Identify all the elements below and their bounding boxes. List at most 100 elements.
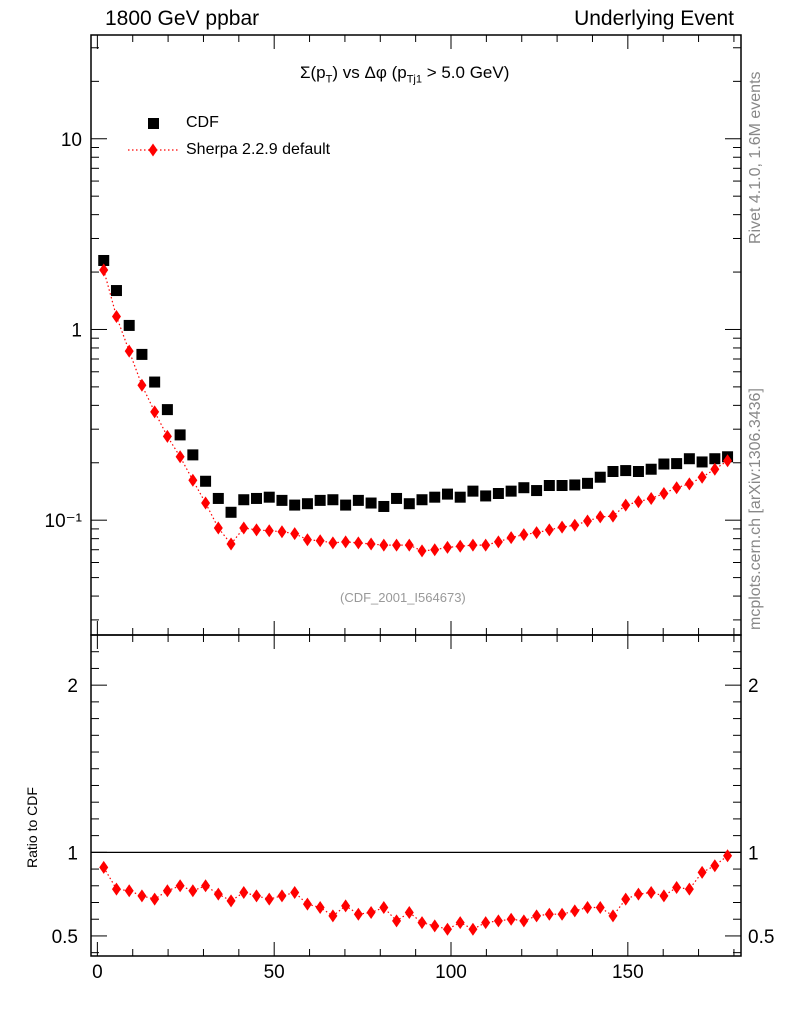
cdf-data-point — [518, 482, 530, 494]
sherpa-data-point — [162, 429, 172, 443]
ratio-data-point — [684, 882, 694, 896]
cdf-data-point — [480, 490, 492, 502]
cdf-data-point — [365, 497, 377, 509]
sherpa-data-point — [188, 473, 198, 487]
sherpa-data-point — [302, 533, 312, 547]
ratio-data-point — [111, 882, 121, 896]
cdf-data-point — [378, 500, 390, 512]
sherpa-data-point — [213, 521, 223, 535]
cdf-data-point — [594, 471, 606, 483]
ratio-data-point — [493, 914, 503, 928]
ratio-plot-frame — [90, 634, 742, 957]
sherpa-data-point — [226, 537, 236, 551]
sherpa-data-point — [468, 538, 478, 552]
x-tick-label-1: 50 — [264, 962, 285, 983]
cdf-data-point — [505, 485, 517, 497]
sherpa-data-point — [124, 344, 134, 358]
cdf-data-point — [683, 453, 695, 465]
sherpa-data-point — [442, 540, 452, 554]
ratio-data-point — [723, 849, 733, 863]
sherpa-data-point — [684, 477, 694, 491]
cdf-data-point — [212, 492, 224, 504]
ratio-y-tick-label-right-0: 0.5 — [748, 927, 774, 948]
ratio-data-point — [621, 892, 631, 906]
cdf-data-point — [340, 499, 352, 511]
cdf-data-point — [416, 494, 428, 506]
cdf-data-point — [225, 506, 237, 518]
ratio-data-point — [239, 885, 249, 899]
sherpa-data-point — [659, 487, 669, 501]
cdf-data-point — [187, 449, 199, 461]
sherpa-data-point — [379, 538, 389, 552]
cdf-data-point — [263, 491, 275, 503]
ratio-data-point — [201, 879, 211, 893]
ratio-data-point — [646, 885, 656, 899]
cdf-data-point — [543, 480, 555, 492]
ratio-data-point — [417, 916, 427, 930]
cdf-data-point — [632, 465, 644, 477]
main-y-tick-label-1: 1 — [71, 320, 82, 341]
cdf-data-point — [110, 285, 122, 297]
ratio-data-point — [302, 897, 312, 911]
ratio-data-point — [583, 901, 593, 915]
cdf-data-point — [352, 494, 364, 506]
cdf-data-point — [149, 376, 161, 388]
ratio-data-point — [290, 885, 300, 899]
title-tail: > 5.0 GeV) — [421, 63, 510, 82]
sherpa-data-point — [137, 378, 147, 392]
ratio-y-tick-label-right-1: 1 — [748, 843, 759, 864]
mcplots-source-label: mcplots.cern.ch [arXiv:1306.3436] — [747, 388, 764, 630]
collision-label: 1800 GeV ppbar — [105, 7, 260, 30]
x-tick-label-3: 150 — [612, 962, 644, 983]
sherpa-data-point — [595, 510, 605, 524]
sherpa-data-point — [175, 450, 185, 464]
legend-label-sherpa: Sherpa 2.2.9 default — [186, 141, 331, 158]
ratio-data-point — [277, 889, 287, 903]
sherpa-data-point — [201, 496, 211, 510]
ratio-data-point — [392, 914, 402, 928]
ratio-data-point — [404, 906, 414, 920]
sherpa-data-point — [570, 518, 580, 532]
ratio-data-point — [697, 865, 707, 879]
sherpa-data-point — [150, 405, 160, 419]
process-label: Underlying Event — [574, 7, 734, 30]
legend-marker-cdf — [148, 118, 159, 129]
main-y-tick-label-0: 10⁻¹ — [45, 511, 83, 532]
sherpa-data-point — [315, 534, 325, 548]
cdf-data-point — [492, 488, 504, 500]
cdf-data-point — [251, 492, 263, 504]
ratio-data-point — [379, 901, 389, 915]
ratio-y-tick-label-right-2: 2 — [748, 676, 759, 697]
sherpa-data-point — [697, 470, 707, 484]
ratio-data-point — [188, 884, 198, 898]
plot-title: Σ(pT) vs Δφ (pTj1 > 5.0 GeV) — [300, 63, 509, 85]
ratio-axis-label: Ratio to CDF — [24, 787, 40, 868]
sherpa-line — [103, 269, 728, 552]
cdf-data-point — [441, 488, 453, 500]
cdf-data-point — [429, 491, 441, 503]
cdf-data-point — [327, 494, 339, 506]
cdf-data-point — [658, 458, 670, 470]
sherpa-data-point — [544, 523, 554, 537]
ratio-data-point — [150, 892, 160, 906]
cdf-data-point — [454, 491, 466, 503]
ratio-data-point — [595, 901, 605, 915]
cdf-data-point — [238, 494, 250, 506]
legend-marker-sherpa — [148, 143, 158, 157]
sherpa-data-point — [532, 526, 542, 540]
sherpa-data-point — [417, 544, 427, 558]
cdf-data-point — [136, 348, 148, 360]
ratio-data-point — [264, 892, 274, 906]
ratio-data-point — [557, 907, 567, 921]
ratio-data-point — [252, 889, 262, 903]
ratio-data-point — [672, 880, 682, 894]
ratio-data-point — [442, 922, 452, 936]
sherpa-data-point — [519, 528, 529, 542]
sherpa-data-point — [239, 521, 249, 535]
ratio-data-point — [213, 887, 223, 901]
sherpa-data-point — [264, 524, 274, 538]
cdf-data-point — [607, 465, 619, 477]
x-tick-label-0: 0 — [92, 962, 103, 983]
ratio-data-point — [99, 860, 109, 874]
ratio-data-point — [175, 879, 185, 893]
